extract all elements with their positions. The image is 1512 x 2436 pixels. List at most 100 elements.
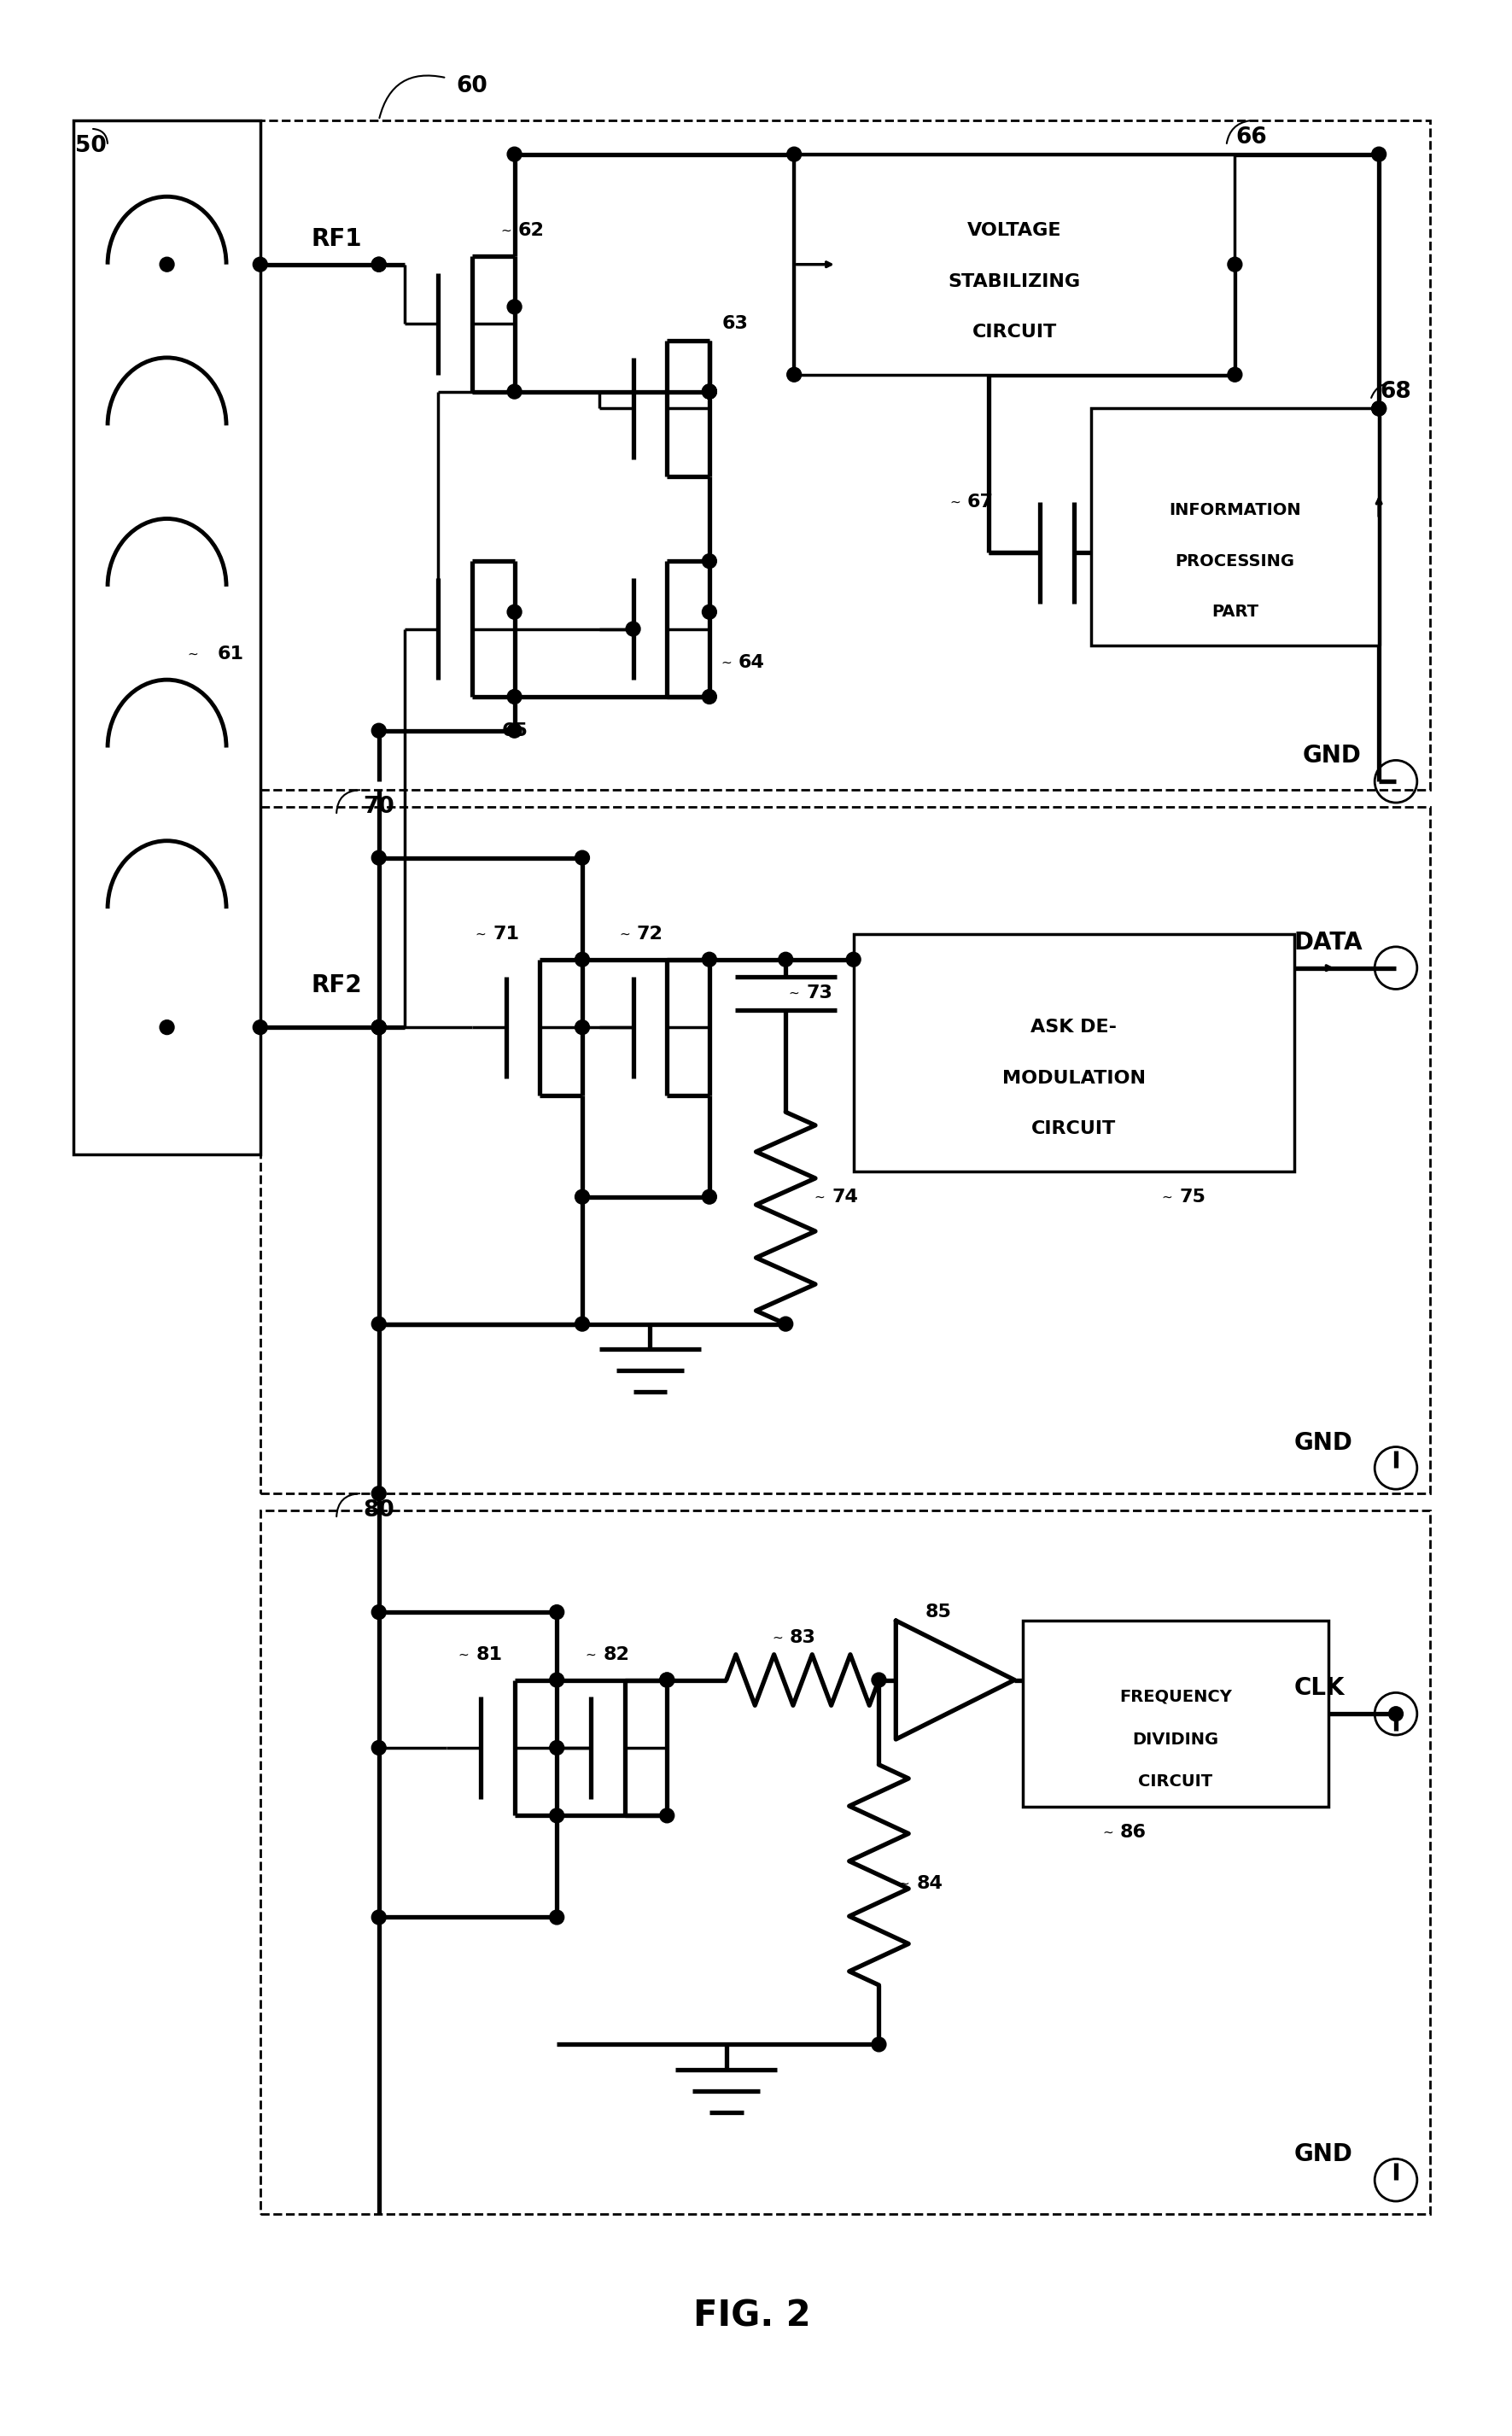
Text: 61: 61 xyxy=(218,646,245,663)
Circle shape xyxy=(1371,402,1387,417)
Circle shape xyxy=(786,368,801,382)
Circle shape xyxy=(779,1318,792,1330)
Bar xyxy=(1024,1620,1328,1808)
Text: GND: GND xyxy=(1294,2144,1353,2166)
Circle shape xyxy=(372,1021,386,1035)
Text: ~: ~ xyxy=(789,987,800,999)
Text: 66: 66 xyxy=(1237,127,1267,149)
Text: 68: 68 xyxy=(1380,380,1412,402)
Circle shape xyxy=(160,1021,174,1035)
Circle shape xyxy=(786,146,801,161)
Circle shape xyxy=(550,1674,564,1688)
Circle shape xyxy=(702,385,717,400)
Text: ~: ~ xyxy=(721,655,732,670)
Text: ASK DE-: ASK DE- xyxy=(1031,1018,1117,1035)
Bar xyxy=(853,933,1294,1172)
Text: 83: 83 xyxy=(789,1630,816,1647)
Text: ~: ~ xyxy=(187,648,198,660)
Circle shape xyxy=(507,300,522,314)
Bar xyxy=(260,806,1430,1493)
Circle shape xyxy=(372,1742,386,1754)
Circle shape xyxy=(847,952,860,967)
Circle shape xyxy=(372,1021,386,1035)
Text: ~: ~ xyxy=(813,1191,826,1203)
Circle shape xyxy=(1371,146,1387,161)
Circle shape xyxy=(702,604,717,619)
Circle shape xyxy=(702,952,717,967)
Circle shape xyxy=(372,1605,386,1620)
Bar xyxy=(74,119,260,1155)
Circle shape xyxy=(659,1674,674,1688)
Circle shape xyxy=(507,146,522,161)
Text: 81: 81 xyxy=(476,1647,502,1664)
Text: 65: 65 xyxy=(502,721,528,738)
Text: 72: 72 xyxy=(637,926,664,943)
Circle shape xyxy=(702,553,717,568)
Circle shape xyxy=(372,1021,386,1035)
Circle shape xyxy=(507,689,522,704)
Text: 74: 74 xyxy=(832,1189,859,1206)
Circle shape xyxy=(507,604,522,619)
Circle shape xyxy=(253,258,268,273)
Bar xyxy=(260,1510,1430,2214)
Circle shape xyxy=(550,1808,564,1822)
Text: VOLTAGE: VOLTAGE xyxy=(968,222,1061,239)
Text: 63: 63 xyxy=(721,314,748,331)
Text: ~: ~ xyxy=(1102,1827,1113,1839)
Circle shape xyxy=(372,1021,386,1035)
Text: MODULATION: MODULATION xyxy=(1002,1069,1146,1086)
Circle shape xyxy=(702,689,717,704)
Circle shape xyxy=(372,1318,386,1330)
Circle shape xyxy=(372,258,386,273)
Circle shape xyxy=(507,385,522,400)
Text: 70: 70 xyxy=(363,797,395,818)
Text: CIRCUIT: CIRCUIT xyxy=(1139,1773,1213,1790)
Circle shape xyxy=(575,1021,590,1035)
Text: 50: 50 xyxy=(76,134,106,156)
Text: 64: 64 xyxy=(738,655,765,672)
Circle shape xyxy=(253,1021,268,1035)
Circle shape xyxy=(1228,258,1241,273)
Circle shape xyxy=(550,1910,564,1924)
Text: 86: 86 xyxy=(1120,1825,1146,1842)
Circle shape xyxy=(626,621,640,636)
Text: ~: ~ xyxy=(484,723,494,738)
Circle shape xyxy=(659,1674,674,1688)
Circle shape xyxy=(550,1742,564,1754)
Text: RF2: RF2 xyxy=(311,972,361,996)
Circle shape xyxy=(1388,1708,1403,1722)
Text: ~: ~ xyxy=(950,495,960,509)
Text: ~: ~ xyxy=(1161,1191,1172,1203)
Text: 67: 67 xyxy=(968,492,993,509)
Text: ~: ~ xyxy=(585,1649,596,1661)
Circle shape xyxy=(575,952,590,967)
Bar xyxy=(260,119,1430,789)
Circle shape xyxy=(372,1486,386,1501)
Circle shape xyxy=(872,1674,886,1688)
Circle shape xyxy=(160,258,174,273)
Text: GND: GND xyxy=(1294,1430,1353,1454)
Text: GND: GND xyxy=(1303,743,1361,767)
Text: DIVIDING: DIVIDING xyxy=(1132,1732,1219,1747)
Text: STABILIZING: STABILIZING xyxy=(948,273,1081,290)
Text: 62: 62 xyxy=(519,222,544,239)
Circle shape xyxy=(702,385,717,400)
Text: ~: ~ xyxy=(475,928,485,940)
Circle shape xyxy=(872,2036,886,2051)
Circle shape xyxy=(372,258,386,273)
Circle shape xyxy=(575,1318,590,1330)
Circle shape xyxy=(507,723,522,738)
Text: CIRCUIT: CIRCUIT xyxy=(1031,1121,1116,1138)
Text: CIRCUIT: CIRCUIT xyxy=(972,324,1057,341)
Text: ~: ~ xyxy=(898,1878,910,1890)
Circle shape xyxy=(1228,368,1241,382)
Circle shape xyxy=(575,1189,590,1203)
Text: ~: ~ xyxy=(500,224,511,236)
Text: PART: PART xyxy=(1211,604,1258,621)
Text: 85: 85 xyxy=(925,1603,951,1620)
Text: CLK: CLK xyxy=(1294,1676,1346,1700)
Circle shape xyxy=(1371,402,1387,417)
Text: INFORMATION: INFORMATION xyxy=(1169,502,1300,519)
Text: 80: 80 xyxy=(363,1498,395,1522)
Text: PROCESSING: PROCESSING xyxy=(1175,553,1294,570)
